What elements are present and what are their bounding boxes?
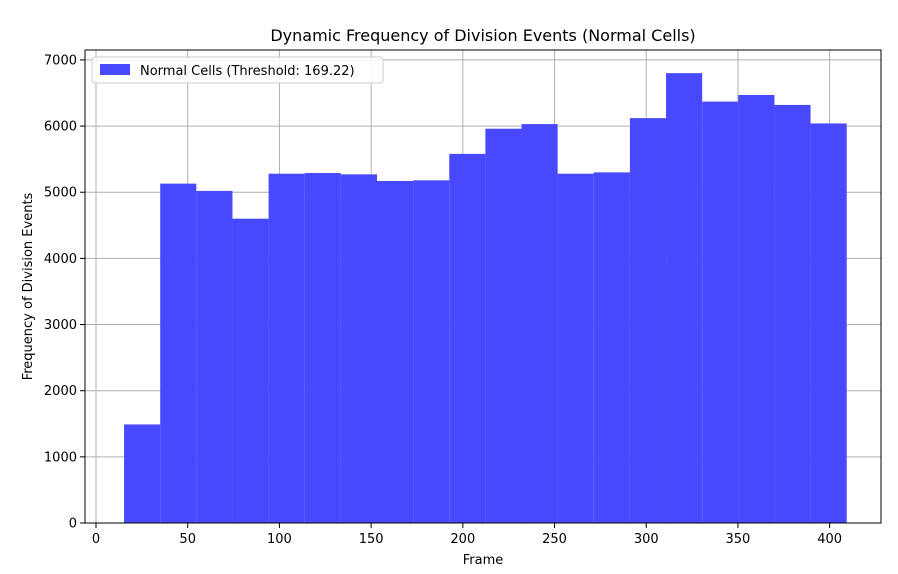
histogram-bar bbox=[629, 118, 667, 523]
y-tick-label: 2000 bbox=[44, 384, 77, 399]
y-tick-label: 3000 bbox=[44, 318, 77, 333]
histogram-bar bbox=[304, 173, 341, 524]
x-tick-label: 400 bbox=[817, 532, 842, 547]
legend-label: Normal Cells (Threshold: 169.22) bbox=[140, 64, 355, 79]
x-tick-label: 350 bbox=[726, 532, 751, 547]
histogram-bar bbox=[413, 180, 450, 524]
y-tick-label: 4000 bbox=[44, 252, 77, 267]
x-tick-label: 300 bbox=[634, 532, 659, 547]
histogram-bar bbox=[666, 73, 703, 524]
histogram-bar bbox=[268, 173, 305, 523]
histogram-bar bbox=[485, 128, 522, 523]
plot-frame bbox=[84, 49, 882, 524]
histogram-bar bbox=[232, 218, 269, 523]
ticks: 0 50 100 150 200 250 300 350 4000100020003000400… bbox=[44, 53, 842, 547]
y-tick-label: 7000 bbox=[44, 53, 77, 68]
y-tick-label: 1000 bbox=[44, 450, 77, 465]
x-tick-label: 0 bbox=[92, 532, 100, 547]
histogram-bar bbox=[124, 424, 161, 523]
histogram-bar bbox=[738, 94, 775, 523]
histogram-bar bbox=[449, 153, 486, 523]
x-tick-label: 150 bbox=[359, 532, 384, 547]
histogram-bar bbox=[340, 174, 377, 523]
x-tick-label: 250 bbox=[542, 532, 567, 547]
histogram-bar bbox=[593, 172, 630, 523]
legend-swatch bbox=[100, 64, 130, 75]
x-tick-label: 100 bbox=[267, 532, 292, 547]
histogram-bar bbox=[774, 104, 811, 524]
chart-title: Dynamic Frequency of Division Events (No… bbox=[270, 26, 695, 45]
x-axis-label: Frame bbox=[463, 553, 504, 568]
bars bbox=[124, 73, 847, 524]
histogram-bar bbox=[810, 123, 847, 523]
legend-box bbox=[91, 56, 384, 84]
histogram-bar bbox=[196, 190, 233, 523]
histogram-bar bbox=[521, 124, 558, 523]
legend: Normal Cells (Threshold: 169.22) bbox=[91, 56, 384, 84]
x-tick-label: 50 bbox=[179, 532, 196, 547]
x-tick-label: 200 bbox=[450, 532, 475, 547]
y-tick-label: 6000 bbox=[44, 120, 77, 135]
histogram-bar bbox=[702, 101, 739, 523]
y-tick-label: 0 bbox=[69, 517, 77, 532]
y-tick-label: 5000 bbox=[44, 186, 77, 201]
histogram-bar bbox=[160, 183, 197, 523]
histogram-bar bbox=[557, 173, 594, 523]
y-axis-label: Frequency of Division Events bbox=[21, 192, 36, 380]
histogram-bar bbox=[376, 180, 414, 523]
